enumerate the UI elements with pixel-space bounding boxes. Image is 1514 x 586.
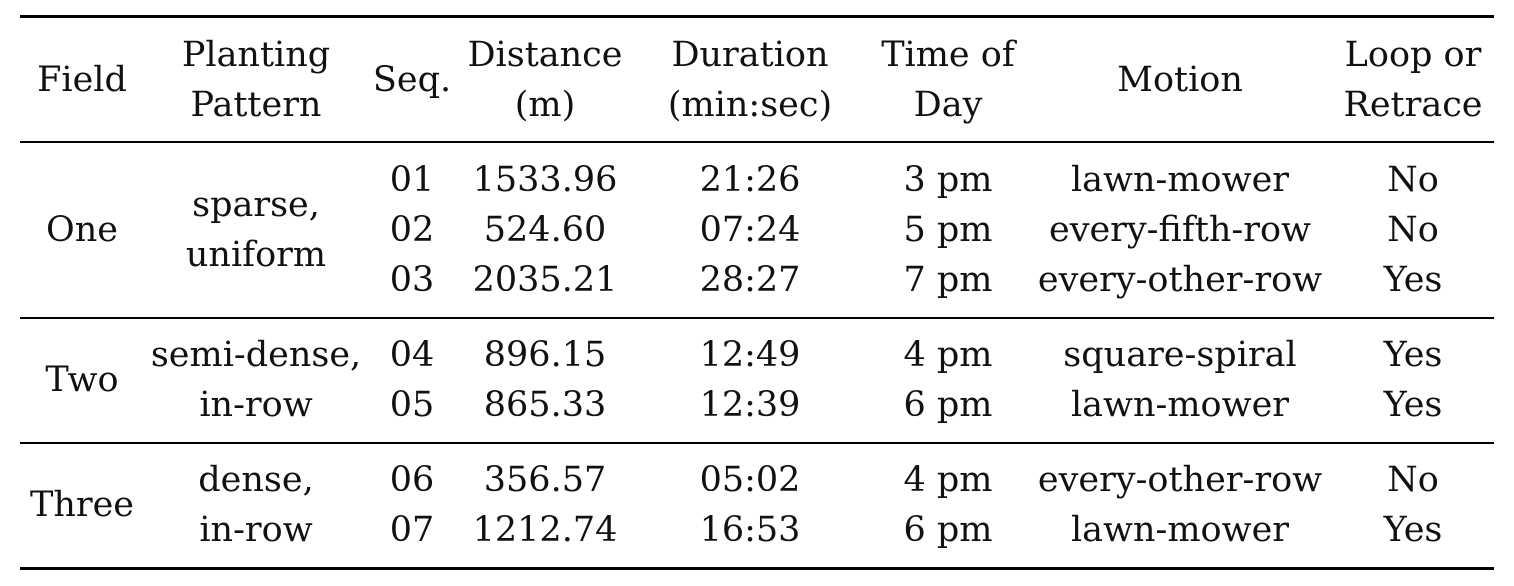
cell-distance: 865.33 <box>483 385 607 425</box>
pattern-line-1: semi-dense, <box>150 335 362 375</box>
cell-motion: every-fifth-row <box>1048 210 1312 250</box>
cell-loop: No <box>1387 160 1439 200</box>
cell-distance: 896.15 <box>483 335 607 375</box>
cell-distance: 1533.96 <box>472 160 618 200</box>
cell-loop: Yes <box>1383 260 1443 300</box>
header-seq: Seq. <box>373 55 451 105</box>
pattern-line-2: in-row <box>199 385 313 425</box>
cell-duration: 07:24 <box>699 210 801 250</box>
header-seq-line: Seq. <box>372 60 452 100</box>
bottom-rule <box>20 567 1494 570</box>
cell-duration: 12:49 <box>699 335 801 375</box>
header-pattern-line-1: Planting <box>181 35 331 75</box>
top-rule <box>20 15 1494 18</box>
cell-time: 3 pm <box>903 160 993 200</box>
header-time-line-1: Time of <box>881 35 1015 75</box>
header-time-line-2: Day <box>913 85 983 125</box>
header-distance: Distance (m) <box>467 30 622 130</box>
cell-duration: 12:39 <box>699 385 801 425</box>
cell-distance: 356.57 <box>483 460 607 500</box>
group-planting-pattern: semi-dense, in-row <box>151 330 361 430</box>
cell-distance: 1212.74 <box>472 510 618 550</box>
pattern-line-2: in-row <box>199 510 313 550</box>
cell-distance: 524.60 <box>483 210 607 250</box>
cell-seq: 02 <box>389 210 435 250</box>
header-motion: Motion <box>1117 55 1243 105</box>
cell-time: 5 pm <box>903 210 993 250</box>
cell-time: 4 pm <box>903 335 993 375</box>
cell-motion: square-spiral <box>1063 335 1297 375</box>
cell-motion: lawn-mower <box>1070 510 1290 550</box>
group-separator-rule <box>20 442 1494 444</box>
cell-motion: lawn-mower <box>1070 385 1290 425</box>
cell-time: 4 pm <box>903 460 993 500</box>
cell-loop: No <box>1387 210 1439 250</box>
cell-duration: 28:27 <box>699 260 801 300</box>
cell-time: 6 pm <box>903 385 993 425</box>
cell-seq: 05 <box>389 385 435 425</box>
group-field-label: Two <box>45 360 119 400</box>
cell-seq: 01 <box>389 160 435 200</box>
cell-duration: 05:02 <box>699 460 801 500</box>
header-distance-line-2: (m) <box>514 85 576 125</box>
cell-seq: 07 <box>389 510 435 550</box>
group-planting-pattern: dense, in-row <box>198 455 313 555</box>
group-field-label: One <box>46 210 118 250</box>
cell-time: 6 pm <box>903 510 993 550</box>
header-motion-line: Motion <box>1117 60 1243 100</box>
cell-seq: 03 <box>389 260 435 300</box>
cell-motion: every-other-row <box>1037 260 1323 300</box>
header-planting-pattern: Planting Pattern <box>182 30 330 130</box>
cell-distance: 2035.21 <box>472 260 618 300</box>
header-duration-line-2: (min:sec) <box>667 85 833 125</box>
header-time-of-day: Time of Day <box>881 30 1015 130</box>
cell-time: 7 pm <box>903 260 993 300</box>
cell-loop: Yes <box>1383 385 1443 425</box>
header-duration-line-1: Duration <box>671 35 829 75</box>
header-loop-line-2: Retrace <box>1343 85 1483 125</box>
header-pattern-line-2: Pattern <box>190 85 322 125</box>
header-loop-line-1: Loop or <box>1344 35 1482 75</box>
cell-motion: lawn-mower <box>1070 160 1290 200</box>
cell-loop: Yes <box>1383 510 1443 550</box>
cell-duration: 16:53 <box>699 510 801 550</box>
header-distance-line-1: Distance <box>467 35 623 75</box>
cell-seq: 06 <box>389 460 435 500</box>
pattern-line-1: sparse, <box>192 185 320 225</box>
cell-loop: Yes <box>1383 335 1443 375</box>
cell-motion: every-other-row <box>1037 460 1323 500</box>
pattern-line-2: uniform <box>185 235 327 275</box>
header-field-line: Field <box>37 60 127 100</box>
group-field-label: Three <box>29 485 135 525</box>
cell-seq: 04 <box>389 335 435 375</box>
header-duration: Duration (min:sec) <box>668 30 832 130</box>
header-rule <box>20 141 1494 143</box>
group-planting-pattern: sparse, uniform <box>186 180 326 280</box>
pattern-line-1: dense, <box>198 460 314 500</box>
cell-loop: No <box>1387 460 1439 500</box>
group-separator-rule <box>20 317 1494 319</box>
header-loop-or-retrace: Loop or Retrace <box>1343 30 1482 130</box>
header-field: Field <box>37 55 127 105</box>
cell-duration: 21:26 <box>699 160 801 200</box>
